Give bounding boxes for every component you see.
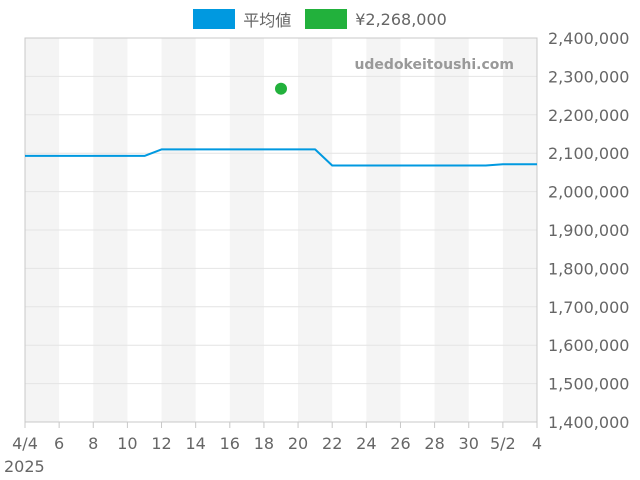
x-year-label: 2025 bbox=[4, 457, 45, 476]
x-tick-label: 16 bbox=[220, 434, 240, 453]
legend-label-average: 平均値 bbox=[243, 11, 292, 30]
x-tick-label: 18 bbox=[254, 434, 274, 453]
y-tick-label: 2,000,000 bbox=[548, 183, 629, 202]
x-tick-label: 28 bbox=[424, 434, 444, 453]
x-tick-label: 4/4 bbox=[12, 434, 38, 453]
y-tick-label: 1,700,000 bbox=[548, 298, 629, 317]
x-tick-label: 4 bbox=[532, 434, 542, 453]
legend-item-listing[interactable]: ¥2,268,000 bbox=[305, 9, 447, 29]
y-tick-label: 2,400,000 bbox=[548, 29, 629, 48]
x-tick-label: 6 bbox=[54, 434, 64, 453]
series-line-average bbox=[25, 148, 537, 167]
chart-legend: 平均値 ¥2,268,000 bbox=[0, 7, 640, 31]
legend-swatch-listing bbox=[305, 9, 348, 29]
y-tick-label: 1,400,000 bbox=[548, 413, 629, 432]
y-tick-label: 2,100,000 bbox=[548, 144, 629, 163]
x-tick-label: 10 bbox=[117, 434, 137, 453]
legend-item-average[interactable]: 平均値 bbox=[193, 7, 291, 31]
y-tick-label: 1,600,000 bbox=[548, 336, 629, 355]
x-tick-label: 12 bbox=[151, 434, 171, 453]
legend-swatch-average bbox=[193, 9, 236, 29]
y-tick-label: 2,200,000 bbox=[548, 106, 629, 125]
plot-border bbox=[24, 37, 538, 423]
x-tick-label: 8 bbox=[88, 434, 98, 453]
x-tick-label: 30 bbox=[459, 434, 479, 453]
series-point-listing bbox=[275, 82, 287, 95]
x-tick-label: 22 bbox=[322, 434, 342, 453]
y-tick-label: 1,500,000 bbox=[548, 375, 629, 394]
x-tick-label: 14 bbox=[185, 434, 205, 453]
y-tick-label: 1,800,000 bbox=[548, 259, 629, 278]
x-tick-label: 20 bbox=[288, 434, 308, 453]
x-tick-label: 26 bbox=[390, 434, 410, 453]
legend-label-listing: ¥2,268,000 bbox=[355, 9, 447, 29]
watermark-text: udedokeitoushi.com bbox=[354, 57, 514, 73]
x-tick-label: 5/2 bbox=[490, 434, 516, 453]
y-tick-label: 1,900,000 bbox=[548, 221, 629, 240]
y-tick-label: 2,300,000 bbox=[548, 67, 629, 86]
x-tick-label: 24 bbox=[356, 434, 376, 453]
